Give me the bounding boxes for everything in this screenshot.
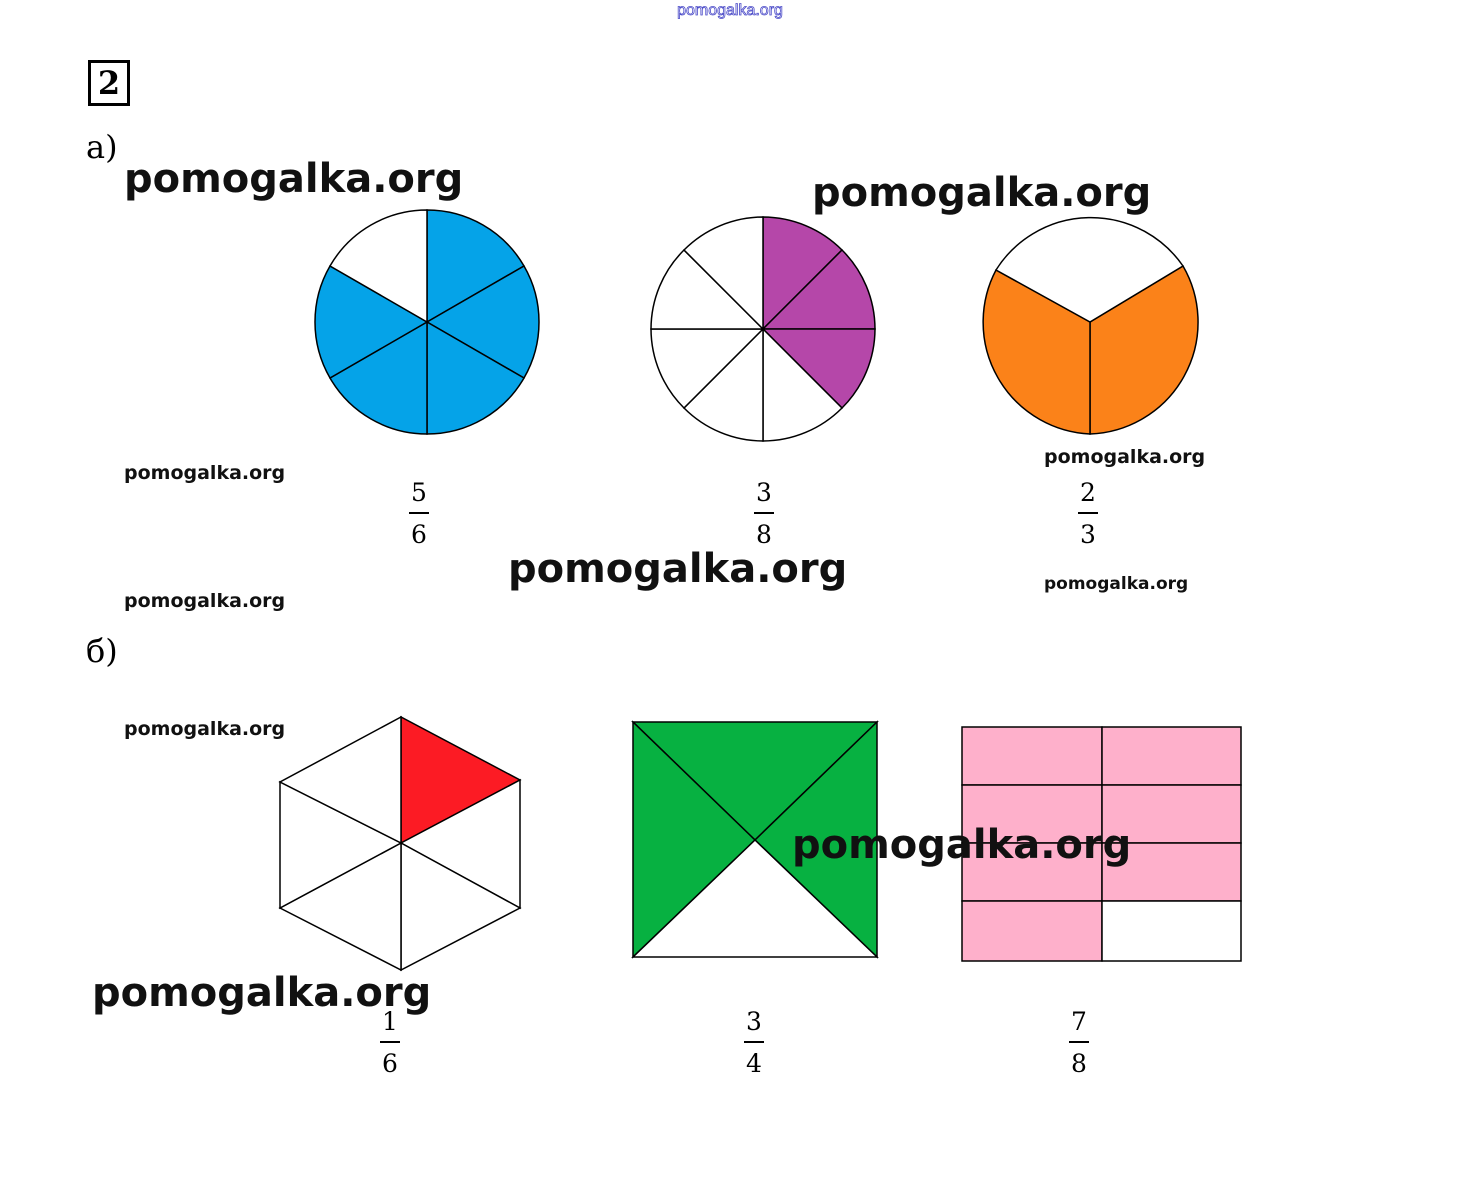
task-number: 2 (88, 60, 130, 106)
fraction-b3: 7 8 (1059, 1007, 1099, 1079)
fraction-a3: 2 3 (1068, 478, 1108, 550)
watermark: pomogalka.org (792, 822, 1132, 868)
circle-2-sector-1 (762, 216, 844, 331)
watermark: pomogalka.org (508, 546, 848, 592)
circle-2-sector-2 (761, 248, 876, 330)
circle-1-sector-3 (426, 320, 526, 435)
circle-1-sector-4 (328, 320, 428, 435)
watermark: pomogalka.org (124, 462, 286, 484)
fraction-a3-numerator: 2 (1080, 478, 1096, 507)
fraction-bar (409, 512, 429, 514)
circle-2-sector-8 (682, 216, 764, 331)
watermark: pomogalka.org (124, 590, 286, 612)
circle-two-thirds (982, 216, 1199, 435)
fraction-a1-denominator: 6 (411, 520, 427, 549)
rect-cell-2 (1101, 726, 1242, 786)
fraction-a1: 5 6 (399, 478, 439, 550)
circle-3-sector-2 (982, 268, 1091, 435)
circle-3-sector-3 (994, 216, 1185, 323)
fraction-b2-numerator: 3 (746, 1007, 762, 1036)
circle-1-sector-5 (314, 264, 429, 380)
fraction-b3-numerator: 7 (1071, 1007, 1087, 1036)
fraction-a1-numerator: 5 (411, 478, 427, 507)
fraction-bar (1069, 1041, 1089, 1043)
circle-five-sixths (314, 209, 540, 435)
watermark: pomogalka.org (1044, 574, 1189, 594)
circle-3-sector-1 (1089, 264, 1199, 435)
circle-1-sector-1 (426, 209, 526, 324)
rect-cell-6 (1101, 842, 1242, 902)
part-label-a: а) (86, 128, 118, 166)
circle-2-sector-3 (761, 328, 876, 410)
rect-cell-4 (1101, 784, 1242, 844)
circle-1-sector-6 (328, 209, 428, 324)
fraction-a2-numerator: 3 (756, 478, 772, 507)
watermark: pomogalka.org (1044, 446, 1206, 468)
fraction-b1: 1 6 (370, 1007, 410, 1079)
fraction-b1-denominator: 6 (382, 1049, 398, 1078)
fraction-bar (1078, 512, 1098, 514)
hexagon-one-sixth (278, 715, 522, 972)
rect-cell-5 (961, 842, 1103, 902)
circle-2-sector-7 (650, 248, 765, 330)
watermark: pomogalka.org (124, 156, 464, 202)
site-header[interactable]: pomogalka.org (677, 2, 784, 20)
circle-1-sector-2 (425, 264, 540, 380)
watermark: pomogalka.org (92, 970, 432, 1016)
rect-cell-8 (1101, 900, 1242, 962)
circle-2-sector-4 (762, 327, 844, 442)
fraction-a2-denominator: 8 (756, 520, 772, 549)
fraction-a2: 3 8 (744, 478, 784, 550)
fraction-b2: 3 4 (734, 1007, 774, 1079)
fraction-b1-numerator: 1 (382, 1007, 398, 1036)
watermark: pomogalka.org (124, 718, 286, 740)
watermark: pomogalka.org (812, 170, 1152, 216)
rectangle-seven-eighths (961, 726, 1242, 962)
fraction-bar (380, 1041, 400, 1043)
fraction-b2-denominator: 4 (746, 1049, 762, 1078)
square-part-4 (631, 838, 879, 958)
fraction-bar (744, 1041, 764, 1043)
fraction-bar (754, 512, 774, 514)
circle-2-sector-6 (650, 328, 765, 410)
rect-cell-7 (961, 900, 1103, 962)
rect-cell-3 (961, 784, 1103, 844)
circle-2-sector-5 (682, 327, 764, 442)
rect-cell-1 (961, 726, 1103, 786)
square-three-quarters (631, 720, 879, 959)
part-label-b: б) (86, 632, 118, 670)
fraction-b3-denominator: 8 (1071, 1049, 1087, 1078)
hexagon-part-6 (278, 715, 402, 845)
fraction-a3-denominator: 3 (1080, 520, 1096, 549)
circle-three-eighths (650, 216, 876, 442)
